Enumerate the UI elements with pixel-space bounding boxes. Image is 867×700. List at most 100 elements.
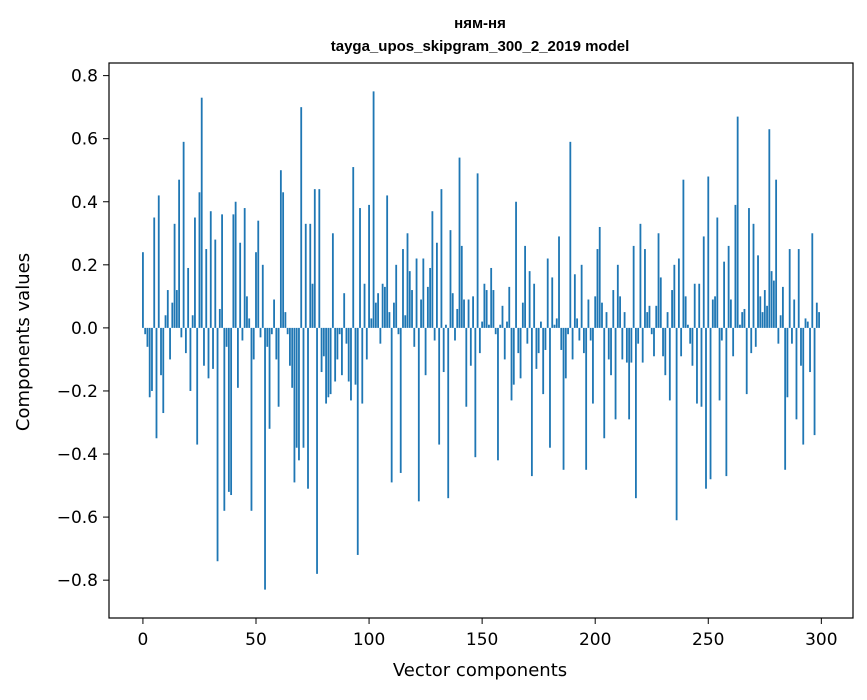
bar-component-60	[277, 327, 280, 407]
bar-component-191	[573, 274, 576, 328]
bar-component-32	[214, 239, 217, 328]
bar-component-68	[295, 327, 298, 448]
bar-component-290	[797, 249, 800, 328]
bar-component-0	[142, 252, 144, 328]
bar-component-175	[537, 327, 540, 354]
bar-component-65	[289, 327, 291, 366]
bar-component-48	[250, 327, 253, 511]
bar-component-24	[196, 327, 199, 445]
bar-component-90	[345, 327, 348, 344]
bar-component-44	[241, 327, 244, 341]
bar-component-219	[637, 327, 640, 344]
bar-component-183	[555, 318, 558, 328]
bar-component-17	[180, 327, 183, 338]
bar-component-14	[173, 223, 176, 328]
bar-component-75	[311, 283, 314, 328]
bar-component-207	[610, 327, 612, 376]
bar-component-146	[472, 296, 474, 328]
bar-component-10	[164, 315, 167, 328]
bar-component-231	[664, 327, 667, 376]
bar-component-241	[687, 324, 689, 328]
bar-component-248	[702, 236, 705, 328]
bar-component-58	[273, 299, 275, 328]
bar-component-152	[485, 290, 488, 328]
y-tick-label: 0.4	[71, 193, 98, 213]
bar-component-82	[327, 327, 330, 398]
bar-component-93	[352, 167, 355, 328]
bar-component-158	[499, 324, 502, 328]
bar-component-220	[639, 223, 642, 328]
bar-component-53	[261, 264, 264, 328]
bar-component-47	[248, 318, 251, 328]
bar-component-212	[621, 327, 624, 360]
bar-component-273	[759, 296, 762, 328]
bar-component-232	[666, 312, 669, 328]
bar-component-181	[551, 277, 554, 328]
bar-component-9	[162, 327, 165, 414]
bar-component-264	[739, 324, 741, 328]
bar-component-287	[791, 327, 793, 344]
bar-component-195	[582, 327, 585, 354]
bar-component-233	[668, 327, 671, 401]
bar-component-299	[818, 312, 820, 328]
bar-component-123	[420, 299, 422, 328]
bar-component-202	[598, 226, 601, 328]
bar-component-283	[781, 286, 784, 328]
bar-component-18	[182, 141, 185, 328]
bar-component-114	[399, 327, 402, 473]
bar-component-229	[659, 277, 662, 328]
bar-component-100	[368, 204, 370, 328]
bar-component-118	[408, 271, 411, 328]
bar-component-262	[734, 204, 737, 328]
bar-component-170	[526, 327, 529, 344]
bar-component-72	[304, 223, 307, 328]
y-tick-label: 0.0	[71, 319, 98, 339]
x-tick-label: 150	[466, 630, 498, 650]
bar-component-13	[171, 302, 174, 328]
bar-component-266	[743, 308, 746, 328]
bar-component-255	[718, 327, 721, 401]
bar-component-194	[580, 264, 583, 328]
bar-component-271	[754, 327, 757, 347]
x-tick-label: 50	[245, 630, 267, 650]
bar-component-126	[426, 286, 429, 328]
bar-component-176	[540, 321, 542, 328]
bar-component-209	[614, 327, 617, 420]
bar-component-177	[542, 327, 545, 395]
bar-component-199	[592, 327, 594, 404]
bar-component-66	[291, 327, 294, 388]
bar-component-35	[221, 214, 223, 328]
bar-component-226	[653, 327, 655, 357]
bar-component-139	[456, 308, 459, 328]
bar-component-45	[243, 208, 246, 328]
bar-component-185	[560, 327, 563, 350]
bar-component-258	[725, 327, 728, 477]
bar-component-247	[700, 327, 703, 407]
bar-component-165	[515, 201, 517, 328]
bar-component-105	[379, 327, 382, 344]
bar-component-203	[601, 302, 603, 328]
bar-component-153	[488, 324, 490, 328]
bar-component-196	[585, 327, 588, 470]
bar-component-98	[363, 283, 366, 328]
bar-component-190	[571, 327, 574, 360]
bar-component-112	[395, 264, 398, 328]
x-tick-label: 0	[138, 630, 149, 650]
bar-component-182	[553, 324, 556, 328]
bar-component-40	[232, 214, 235, 328]
bar-component-143	[465, 327, 468, 407]
bar-component-36	[223, 327, 226, 511]
bar-component-251	[709, 327, 712, 480]
bar-component-132	[440, 189, 443, 328]
bar-component-94	[354, 327, 357, 385]
bar-component-57	[270, 327, 273, 335]
bar-component-168	[521, 302, 524, 328]
bar-component-293	[804, 318, 807, 328]
bar-component-161	[506, 321, 508, 328]
bar-component-276	[766, 305, 768, 328]
bar-component-188	[567, 327, 569, 335]
bar-component-236	[675, 327, 678, 521]
bar-component-257	[723, 261, 726, 328]
bar-component-292	[802, 327, 805, 445]
bars	[142, 91, 820, 590]
